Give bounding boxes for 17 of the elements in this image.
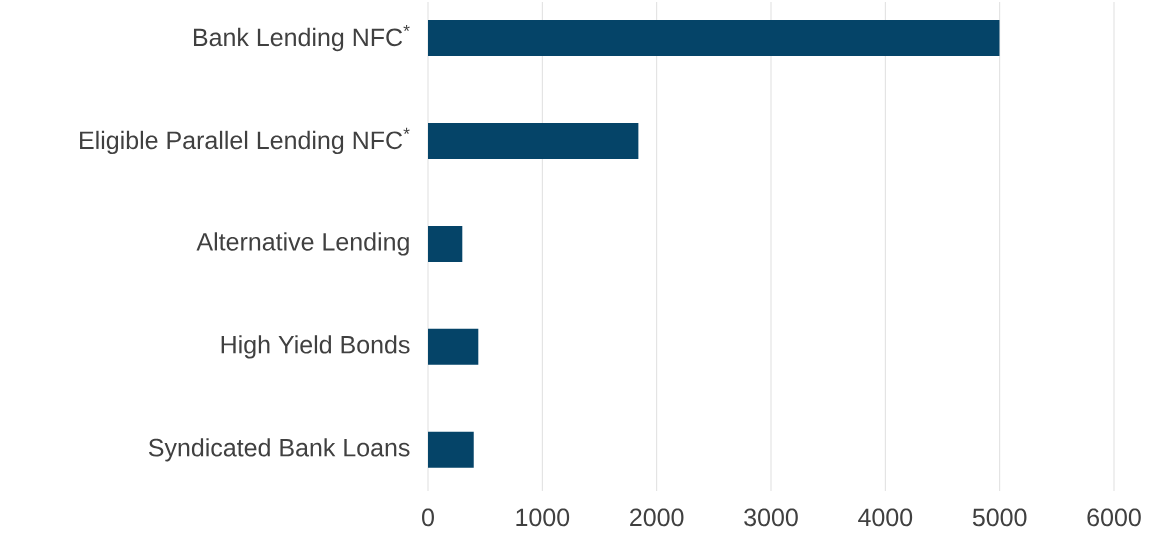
y-tick-label: High Yield Bonds [221, 335, 410, 359]
x-tick-label: 6000 [1087, 508, 1141, 527]
x-tick-label: 4000 [858, 508, 913, 527]
x-tick-label: 5000 [972, 508, 1027, 527]
y-tick-label: Bank Lending NFC$^{*}$ [193, 24, 410, 52]
bar [428, 431, 474, 468]
x-tick-label: 3000 [744, 508, 798, 527]
y-tick-label: Syndicated Bank Loans [148, 438, 410, 462]
x-tick-label: 0 [422, 508, 434, 527]
bar [428, 20, 1000, 57]
bar [428, 225, 463, 262]
x-tick-label: 2000 [630, 508, 684, 527]
bar [428, 122, 639, 159]
y-tick-label: Eligible Parallel Lending NFC$^{*}$ [80, 127, 410, 155]
y-tick-label: Alternative Lending [196, 232, 409, 256]
bar [428, 328, 479, 365]
x-tick-label: 1000 [516, 508, 570, 527]
